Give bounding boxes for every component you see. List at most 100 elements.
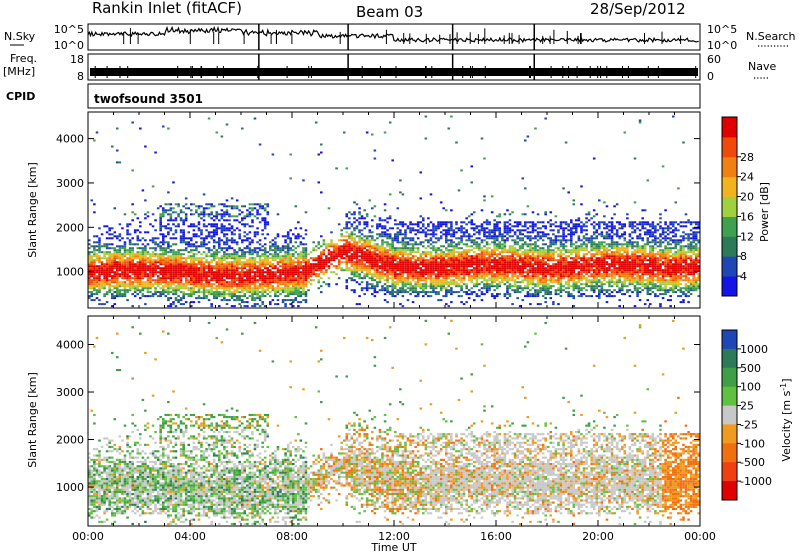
power-cell bbox=[144, 199, 147, 201]
power-cell bbox=[124, 295, 127, 297]
power-cell bbox=[249, 275, 252, 277]
power-cell bbox=[417, 267, 420, 269]
power-cell bbox=[391, 237, 394, 239]
power-cell bbox=[119, 223, 122, 225]
power-cell bbox=[162, 239, 165, 241]
power-cell bbox=[414, 259, 417, 261]
power-cell bbox=[465, 235, 468, 237]
power-cell bbox=[363, 221, 366, 223]
power-cell bbox=[445, 221, 448, 223]
power-cell bbox=[198, 221, 201, 223]
power-cell bbox=[119, 281, 122, 283]
power-cell bbox=[318, 255, 321, 257]
power-cell bbox=[386, 263, 389, 265]
power-cell bbox=[440, 299, 443, 301]
power-cell bbox=[455, 223, 458, 225]
power-cell bbox=[231, 265, 234, 267]
power-cell bbox=[205, 247, 208, 249]
power-cell bbox=[134, 273, 137, 275]
power-cell bbox=[267, 281, 270, 283]
power-cell bbox=[91, 281, 94, 283]
power-cell bbox=[473, 263, 476, 265]
power-cell bbox=[159, 293, 162, 295]
power-cell bbox=[274, 289, 277, 291]
power-cell bbox=[532, 277, 535, 279]
power-cell bbox=[152, 261, 155, 263]
power-cell bbox=[108, 247, 111, 249]
power-cell bbox=[374, 265, 377, 267]
power-cell bbox=[144, 231, 147, 233]
power-cell bbox=[238, 273, 241, 275]
power-cell bbox=[269, 265, 272, 267]
power-cell bbox=[103, 243, 106, 245]
power-cell bbox=[437, 283, 440, 285]
power-cell bbox=[384, 259, 387, 261]
power-cell bbox=[93, 261, 96, 263]
power-cell bbox=[221, 265, 224, 267]
power-cell bbox=[529, 235, 532, 237]
power-cell bbox=[261, 205, 264, 207]
power-cell bbox=[435, 259, 438, 261]
power-cell bbox=[188, 273, 191, 275]
sky-left-tick-bottom: 10^0 bbox=[54, 39, 84, 52]
power-cell bbox=[307, 271, 310, 273]
power-cell bbox=[170, 271, 173, 273]
power-cell bbox=[356, 251, 359, 253]
power-cell bbox=[534, 128, 537, 130]
power-cell bbox=[144, 265, 147, 267]
power-cell bbox=[302, 293, 305, 295]
power-cell bbox=[430, 243, 433, 245]
power-cell bbox=[412, 279, 415, 281]
power-cell bbox=[218, 283, 221, 285]
power-cell bbox=[340, 261, 343, 263]
power-cell bbox=[223, 255, 226, 257]
power-cell bbox=[527, 253, 530, 255]
power-cell bbox=[203, 213, 206, 215]
power-cell bbox=[137, 283, 140, 285]
power-cell bbox=[427, 251, 430, 253]
freq-left-tick-top: 18 bbox=[70, 53, 84, 66]
power-cell bbox=[269, 295, 272, 297]
power-cell bbox=[165, 263, 168, 265]
power-cell bbox=[351, 243, 354, 245]
power-cell bbox=[142, 247, 145, 249]
power-cell bbox=[233, 267, 236, 269]
power-cell bbox=[233, 249, 236, 251]
power-cell bbox=[254, 289, 257, 291]
power-cell bbox=[519, 255, 522, 257]
power-cell bbox=[152, 271, 155, 273]
power-cell bbox=[249, 289, 252, 291]
power-cell bbox=[376, 257, 379, 259]
power-cell bbox=[198, 227, 201, 229]
power-cell bbox=[246, 287, 249, 289]
power-cell bbox=[264, 277, 267, 279]
freq-left-unit: [MHz] bbox=[3, 65, 35, 78]
power-cell bbox=[366, 273, 369, 275]
power-cell bbox=[417, 295, 420, 297]
power-cell bbox=[172, 279, 175, 281]
power-cell bbox=[340, 245, 343, 247]
power-cell bbox=[402, 221, 405, 223]
power-cell bbox=[246, 275, 249, 277]
power-cell bbox=[442, 245, 445, 247]
power-cell bbox=[425, 293, 428, 295]
power-cell bbox=[264, 203, 267, 205]
power-cell bbox=[221, 239, 224, 241]
power-cell bbox=[384, 231, 387, 233]
power-cell bbox=[307, 259, 310, 261]
power-cell bbox=[458, 295, 461, 297]
power-cell bbox=[289, 281, 292, 283]
power-cell bbox=[478, 277, 481, 279]
power-cell bbox=[111, 247, 114, 249]
power-cell bbox=[363, 235, 366, 237]
power-cell bbox=[203, 273, 206, 275]
power-cell bbox=[236, 259, 239, 261]
power-cell bbox=[297, 253, 300, 255]
power-cell bbox=[409, 293, 412, 295]
power-cell bbox=[506, 277, 509, 279]
power-cell bbox=[295, 283, 298, 285]
power-cell bbox=[376, 275, 379, 277]
power-cell bbox=[165, 203, 168, 205]
power-cell bbox=[93, 255, 96, 257]
power-cell bbox=[277, 263, 280, 265]
